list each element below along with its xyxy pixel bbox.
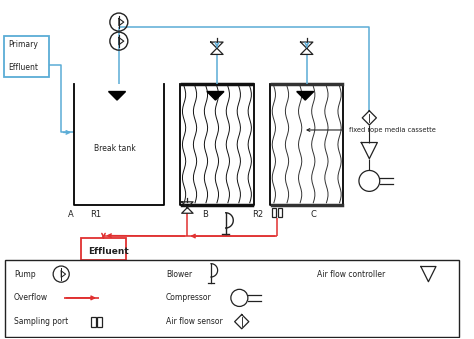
Bar <box>97 317 102 326</box>
Text: C: C <box>310 210 316 219</box>
Text: Sampling port: Sampling port <box>14 317 68 326</box>
Polygon shape <box>207 92 224 100</box>
Text: Primary: Primary <box>8 40 38 49</box>
Text: Effluent: Effluent <box>8 63 38 72</box>
Text: Overflow: Overflow <box>14 293 48 302</box>
Text: Pump: Pump <box>14 270 36 279</box>
Text: Compressor: Compressor <box>166 293 212 302</box>
Text: R1: R1 <box>91 210 101 219</box>
Bar <box>272 208 276 217</box>
Text: B: B <box>202 210 208 219</box>
Text: Break tank: Break tank <box>94 144 136 153</box>
Text: Air flow controller: Air flow controller <box>318 270 385 279</box>
Text: R2: R2 <box>252 210 263 219</box>
Text: Air flow sensor: Air flow sensor <box>166 317 223 326</box>
Bar <box>278 208 282 217</box>
Polygon shape <box>297 92 314 100</box>
Bar <box>5 260 459 337</box>
Text: fixed rope media cassette: fixed rope media cassette <box>307 127 436 133</box>
Polygon shape <box>109 92 126 100</box>
Text: Blower: Blower <box>166 270 192 279</box>
Text: A: A <box>68 210 74 219</box>
Bar <box>91 317 96 326</box>
Text: Effluent: Effluent <box>88 247 128 257</box>
